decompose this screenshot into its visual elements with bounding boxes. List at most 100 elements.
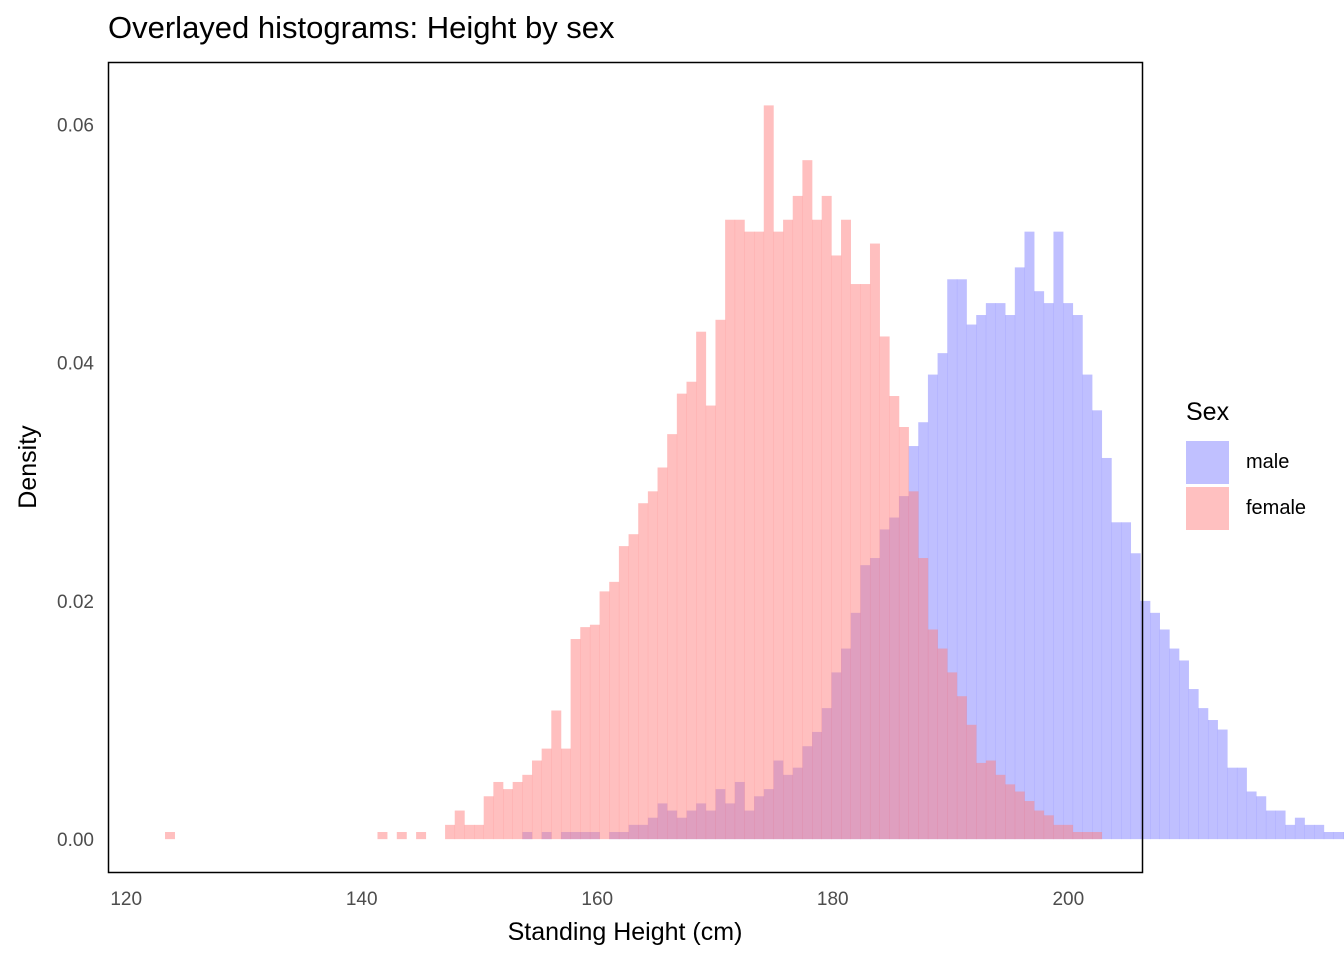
legend-label-female: female — [1246, 496, 1307, 519]
bar-female — [657, 467, 668, 840]
bar-female — [889, 396, 900, 840]
legend-item-male: male — [1186, 439, 1306, 485]
bar-female — [1014, 791, 1025, 840]
bar-male — [1333, 832, 1344, 840]
bar-male — [995, 303, 1006, 840]
x-tick-label: 140 — [346, 889, 378, 910]
bar-female — [869, 243, 880, 840]
legend: Sex male female — [1186, 398, 1306, 531]
bar-female — [609, 581, 620, 840]
bar-male — [1236, 767, 1247, 840]
bar-male — [1014, 267, 1025, 840]
bar-female — [879, 336, 890, 840]
bar-female — [927, 629, 938, 840]
bar-female — [1034, 810, 1045, 840]
legend-swatch-female — [1186, 486, 1229, 530]
bar-male — [1082, 374, 1093, 840]
bar-male — [985, 303, 996, 840]
y-tick-label: 0.00 — [57, 830, 94, 851]
bar-female — [445, 824, 456, 840]
bar-female — [802, 160, 813, 840]
bar-female — [831, 255, 842, 840]
bar-female — [474, 824, 485, 840]
bar-male — [1130, 553, 1141, 840]
bar-female — [647, 491, 658, 840]
bar-male — [1198, 708, 1209, 840]
y-tick-label: 0.04 — [57, 354, 94, 375]
bar-male — [966, 324, 977, 840]
bar-male — [1053, 231, 1064, 840]
bar-female — [165, 832, 175, 840]
x-tick-label: 160 — [581, 889, 613, 910]
bar-male — [1150, 612, 1160, 840]
bar-male — [1159, 629, 1170, 840]
bar-female — [570, 639, 581, 840]
bar-male — [1294, 817, 1305, 840]
bar-female — [918, 558, 929, 840]
bar-female — [560, 748, 571, 840]
bar-male — [947, 279, 958, 840]
bar-male — [1265, 810, 1276, 840]
bar-male — [1207, 720, 1218, 840]
bar-male — [1121, 522, 1132, 840]
bar-female — [696, 331, 707, 840]
x-tick-label: 120 — [110, 889, 142, 910]
bar-female — [686, 381, 697, 840]
bar-female — [763, 105, 774, 840]
bar-female — [783, 219, 794, 840]
bar-female — [821, 195, 832, 840]
bar-male — [1179, 660, 1189, 840]
x-tick-label: 180 — [817, 889, 849, 910]
bar-female — [715, 319, 726, 840]
bar-female — [618, 546, 629, 840]
bar-male — [1285, 824, 1296, 840]
bar-female — [667, 434, 678, 840]
bar-male — [1323, 832, 1334, 840]
bar-male — [1005, 315, 1016, 840]
bar-male — [1227, 767, 1238, 840]
bar-female — [860, 284, 871, 840]
bar-female — [638, 503, 649, 840]
bar-female — [947, 672, 958, 840]
bar-male — [1034, 291, 1045, 840]
x-tick-label: 200 — [1052, 889, 1084, 910]
series-female — [165, 105, 1103, 840]
bar-female — [493, 781, 504, 840]
bar-male — [1275, 810, 1286, 840]
bar-female — [676, 393, 687, 840]
bar-male — [937, 353, 948, 840]
x-axis-ticks: 120 140 160 180 200 — [110, 889, 1084, 910]
bar-female — [908, 491, 919, 840]
bar-female — [1043, 815, 1054, 840]
bar-female — [850, 284, 861, 840]
bar-female — [1024, 801, 1035, 840]
bar-female — [1092, 832, 1103, 840]
bar-female — [754, 231, 765, 840]
bar-male — [1256, 796, 1267, 840]
bar-male — [1217, 729, 1228, 840]
bar-female — [628, 534, 639, 840]
bar-male — [1101, 457, 1112, 840]
bar-female — [841, 219, 851, 840]
bar-female — [377, 832, 388, 840]
bar-female — [1053, 824, 1064, 840]
bar-male — [1304, 824, 1315, 840]
bar-male — [1169, 648, 1180, 840]
legend-swatch-male — [1186, 440, 1229, 484]
bar-male — [1024, 231, 1035, 840]
bar-female — [551, 710, 562, 840]
bar-female — [956, 696, 967, 840]
bar-female — [512, 781, 523, 840]
bar-female — [985, 760, 996, 840]
bar-female — [898, 427, 909, 840]
bar-male — [1246, 791, 1257, 840]
legend-item-female: female — [1186, 485, 1306, 531]
bar-female — [976, 762, 987, 840]
bars-layer — [165, 105, 1344, 840]
bar-female — [599, 591, 610, 840]
bar-male — [927, 374, 938, 840]
bar-female — [454, 810, 465, 840]
bar-female — [541, 748, 552, 840]
bar-female — [937, 648, 948, 840]
